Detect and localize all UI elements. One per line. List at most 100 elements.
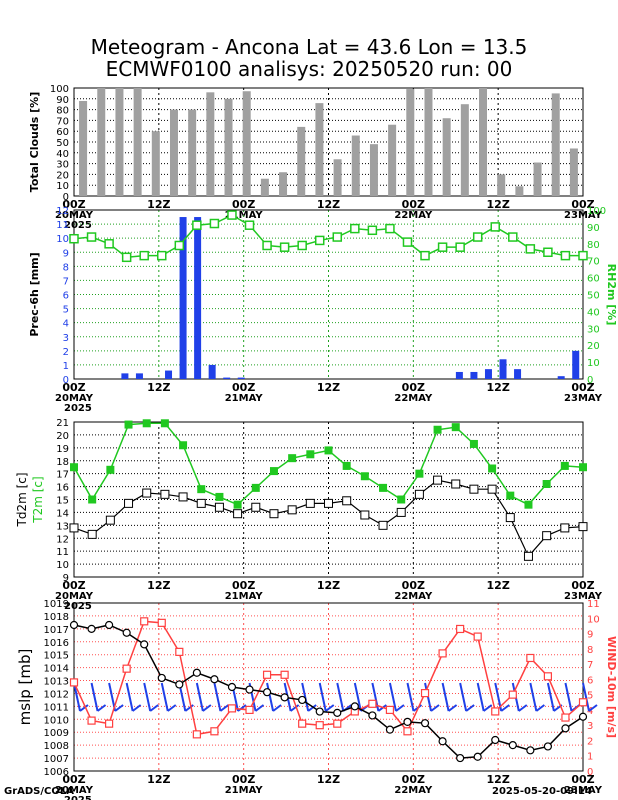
t2m-marker bbox=[88, 495, 97, 504]
rh-ylabel: RH2m [%] bbox=[605, 264, 618, 326]
rh-ytick-label: 90 bbox=[587, 223, 600, 234]
t2m-marker bbox=[524, 500, 533, 509]
rh-marker bbox=[455, 242, 465, 252]
panel-0-hour-label: 00Z bbox=[402, 198, 425, 211]
cloud-bar bbox=[333, 159, 342, 196]
t2m-ylabel: T2m [c] bbox=[31, 476, 45, 523]
t2m-marker bbox=[179, 441, 188, 450]
wind-barb bbox=[529, 682, 538, 712]
mslp-ytick-label: 1017 bbox=[44, 625, 69, 636]
cloud-bar bbox=[369, 144, 378, 196]
wind-barb bbox=[441, 682, 450, 712]
wind-barb bbox=[290, 704, 300, 712]
wind-barb bbox=[476, 682, 485, 712]
td2m-marker bbox=[451, 479, 461, 489]
cloud-bar bbox=[569, 148, 578, 196]
wind-ytick-label: 7 bbox=[587, 660, 593, 671]
precip-bar bbox=[121, 373, 129, 379]
t2m-marker bbox=[379, 483, 388, 492]
wind-marker bbox=[175, 647, 184, 656]
cloud-bar bbox=[133, 88, 142, 196]
rh-marker bbox=[139, 250, 149, 261]
rh-ytick-label: 60 bbox=[587, 274, 600, 285]
rh-marker bbox=[279, 242, 290, 252]
wind-marker bbox=[368, 699, 377, 708]
wind-marker bbox=[333, 719, 342, 728]
wind-barb bbox=[90, 682, 99, 712]
precip-bar bbox=[194, 217, 202, 379]
cloud-bar bbox=[279, 172, 288, 196]
panel-0-hour-label: 00Z bbox=[571, 198, 594, 211]
mslp-marker bbox=[385, 725, 395, 734]
wind-marker bbox=[385, 705, 395, 715]
cloud-bar bbox=[169, 109, 178, 196]
td2m-marker bbox=[87, 529, 97, 539]
panel-2-day-label: 22MAY bbox=[394, 591, 433, 602]
mslp-marker bbox=[280, 693, 289, 702]
panel-3-hour-label: 00Z bbox=[402, 773, 425, 786]
clouds-ytick-label: 100 bbox=[50, 84, 69, 95]
cloud-bar bbox=[442, 118, 451, 196]
precip-ytick-label: 0 bbox=[63, 375, 69, 386]
clouds-ytick-label: 50 bbox=[56, 138, 69, 149]
td2m-marker bbox=[542, 531, 552, 541]
precip-bar bbox=[557, 376, 565, 379]
clouds-ytick-label: 20 bbox=[56, 170, 69, 181]
mslp-ytick-label: 1011 bbox=[44, 702, 69, 713]
td2m-marker bbox=[160, 489, 170, 499]
t2m-marker bbox=[560, 461, 569, 470]
precip-bar bbox=[237, 377, 245, 379]
cloud-bar bbox=[551, 93, 560, 196]
td2m-marker bbox=[287, 505, 297, 515]
wind-barb bbox=[546, 682, 555, 712]
t2m-marker bbox=[579, 463, 587, 472]
panel-1-day-label: 22MAY bbox=[394, 393, 433, 404]
wind-marker bbox=[262, 670, 272, 679]
cloud-bar bbox=[479, 88, 488, 196]
panel-1-hour-label: 12Z bbox=[147, 381, 170, 394]
mslp-ytick-label: 1008 bbox=[44, 741, 69, 752]
rh-marker bbox=[367, 225, 378, 236]
clouds-ytick-label: 70 bbox=[56, 116, 69, 127]
cloud-bar bbox=[315, 103, 324, 196]
td2m-marker bbox=[142, 488, 152, 498]
precip-ytick-label: 8 bbox=[63, 262, 69, 273]
panel-3-hour-label: 12Z bbox=[487, 773, 510, 786]
panel-1-hour-label: 00Z bbox=[571, 381, 594, 394]
td2m-marker bbox=[505, 513, 515, 523]
td2m-marker bbox=[196, 498, 206, 508]
wind-marker bbox=[298, 719, 307, 728]
panel-2-hour-label: 00Z bbox=[232, 579, 255, 592]
wind-barb bbox=[237, 704, 247, 712]
precip-ytick-label: 3 bbox=[63, 333, 69, 344]
mslp-marker bbox=[122, 628, 131, 637]
temp-ytick-label: 20 bbox=[56, 431, 69, 442]
panel-0-hour-label: 12Z bbox=[147, 198, 170, 211]
wind-barb bbox=[266, 682, 275, 712]
temp-ytick-label: 13 bbox=[56, 521, 69, 532]
panel-0-hour-label: 12Z bbox=[317, 198, 340, 211]
temp-ytick-label: 18 bbox=[56, 457, 69, 468]
mslp-marker bbox=[175, 680, 184, 689]
wind-ytick-label: 5 bbox=[587, 691, 593, 702]
mslp-ylabel: mslp [mb] bbox=[16, 649, 34, 726]
rh-ytick-label: 80 bbox=[587, 240, 600, 251]
temp-ytick-label: 9 bbox=[63, 573, 69, 584]
t2m-marker bbox=[397, 495, 406, 504]
t2m-marker bbox=[106, 465, 115, 474]
mslp-ytick-label: 1013 bbox=[44, 677, 69, 688]
wind-marker bbox=[543, 672, 552, 681]
wind-marker bbox=[456, 624, 465, 634]
td2m-ylabel: Td2m [c] bbox=[15, 472, 29, 527]
panel-2-hour-label: 00Z bbox=[402, 579, 425, 592]
temp-ytick-label: 11 bbox=[56, 547, 69, 558]
wind-barb bbox=[219, 704, 230, 712]
rh-marker bbox=[525, 244, 536, 254]
rh-marker bbox=[543, 247, 553, 257]
wind-ytick-label: 10 bbox=[587, 614, 600, 625]
precip-ytick-label: 2 bbox=[63, 347, 69, 358]
precip-ytick-label: 11 bbox=[56, 220, 69, 231]
wind-barb bbox=[336, 682, 345, 712]
mslp-ytick-label: 1012 bbox=[44, 689, 69, 700]
